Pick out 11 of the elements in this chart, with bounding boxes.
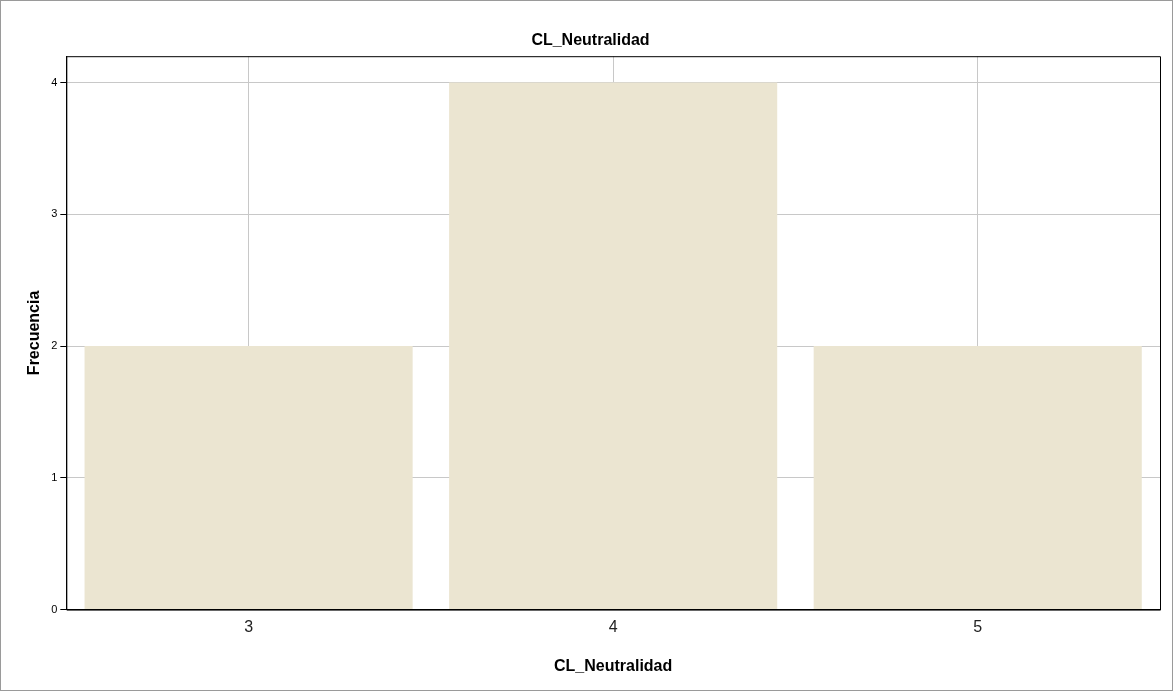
y-tick-label: 4 [51,75,58,88]
y-axis-title: Frecuencia [25,290,43,376]
y-tick-label: 0 [51,602,58,615]
x-axis-title: CL_Neutralidad [554,656,673,674]
x-tick-label: 4 [608,617,618,635]
x-tick-label: 5 [973,617,983,635]
chart-title: CL_Neutralidad [531,31,650,49]
x-tick-label: 3 [244,617,254,635]
y-tick-label: 3 [51,207,58,220]
y-tick-label: 1 [51,470,58,483]
y-tick-label: 2 [51,339,58,352]
